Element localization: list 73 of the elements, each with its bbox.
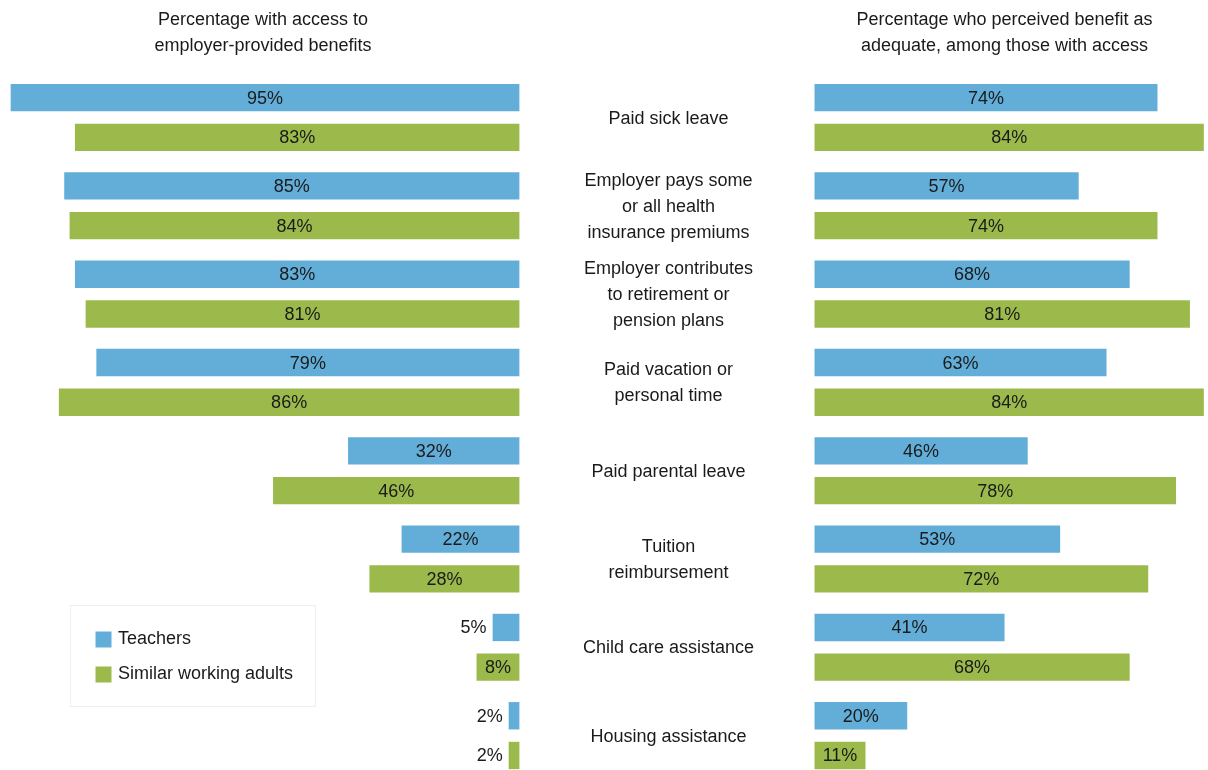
data-label: 79% bbox=[289, 352, 326, 373]
y-tick-label: Child care assistance bbox=[582, 637, 755, 658]
data-label: 57% bbox=[928, 175, 965, 196]
bar bbox=[814, 613, 1005, 642]
bar bbox=[69, 211, 520, 240]
bar bbox=[74, 260, 520, 288]
bar bbox=[508, 702, 520, 730]
data-label: 11% bbox=[822, 745, 858, 766]
data-label: 53% bbox=[919, 529, 956, 550]
bar bbox=[64, 172, 520, 200]
y-tick-label: Paid sick leave bbox=[608, 107, 729, 128]
data-label: 5% bbox=[460, 617, 487, 638]
bar bbox=[814, 83, 1158, 112]
bar bbox=[814, 565, 1149, 593]
data-label: 83% bbox=[279, 127, 316, 148]
data-label: 8% bbox=[484, 657, 511, 678]
data-label: 28% bbox=[426, 568, 463, 589]
bar bbox=[96, 348, 520, 377]
data-label: 63% bbox=[942, 352, 979, 373]
y-tick-label: Employer contributes to retirement or pension plans bbox=[583, 258, 754, 331]
data-label: 46% bbox=[903, 440, 940, 461]
bar bbox=[814, 123, 1204, 152]
bar bbox=[85, 300, 520, 328]
legend-label: Teachers bbox=[118, 628, 192, 649]
bar bbox=[369, 565, 520, 593]
bar bbox=[814, 388, 1204, 416]
bar bbox=[10, 83, 520, 112]
data-label: 32% bbox=[415, 440, 452, 461]
legend-label: Similar working adults bbox=[118, 663, 294, 684]
bar bbox=[58, 388, 520, 416]
data-label: 22% bbox=[442, 529, 479, 550]
bar bbox=[814, 525, 1061, 553]
data-label: 84% bbox=[276, 215, 313, 236]
bar bbox=[814, 260, 1130, 288]
data-label: 20% bbox=[842, 705, 879, 726]
data-label: 86% bbox=[271, 392, 308, 413]
data-label: 74% bbox=[967, 215, 1005, 236]
bar bbox=[814, 172, 1079, 200]
bar bbox=[814, 300, 1190, 328]
bar bbox=[508, 741, 520, 770]
data-label: 2% bbox=[476, 705, 503, 726]
data-label: 41% bbox=[891, 617, 928, 638]
bar bbox=[814, 211, 1158, 240]
data-label: 46% bbox=[378, 480, 415, 501]
data-label: 81% bbox=[284, 303, 321, 324]
y-tick-label: Housing assistance bbox=[590, 725, 747, 746]
data-label: 84% bbox=[991, 392, 1028, 413]
data-label: 74% bbox=[967, 87, 1005, 108]
data-label: 95% bbox=[247, 87, 284, 108]
bar bbox=[492, 613, 520, 642]
bar bbox=[401, 525, 520, 553]
bar bbox=[814, 437, 1028, 465]
y-tick-label: Tuition reimbursement bbox=[608, 536, 729, 583]
data-label: 84% bbox=[991, 127, 1028, 148]
data-label: 81% bbox=[984, 303, 1021, 324]
chart-title: Percentage who perceived benefit as adequate, among those with access bbox=[856, 8, 1153, 55]
bar bbox=[814, 348, 1107, 377]
data-label: 72% bbox=[963, 568, 1000, 589]
data-label: 85% bbox=[273, 175, 310, 196]
data-label: 2% bbox=[476, 745, 503, 766]
y-tick-label: Paid parental leave bbox=[591, 460, 746, 481]
data-label: 68% bbox=[954, 657, 991, 678]
y-tick-label: Paid vacation or personal time bbox=[603, 359, 734, 406]
bar bbox=[814, 653, 1130, 681]
data-label: 68% bbox=[954, 264, 991, 285]
data-label: 83% bbox=[279, 264, 316, 285]
bar bbox=[814, 476, 1177, 505]
data-label: 78% bbox=[977, 480, 1014, 501]
bar bbox=[273, 476, 520, 505]
bar bbox=[348, 437, 520, 465]
y-tick-label: Employer pays some or all health insurance premiums bbox=[584, 169, 753, 242]
bar bbox=[74, 123, 520, 152]
chart-title: Percentage with access to employer-provided benefits bbox=[154, 8, 372, 55]
